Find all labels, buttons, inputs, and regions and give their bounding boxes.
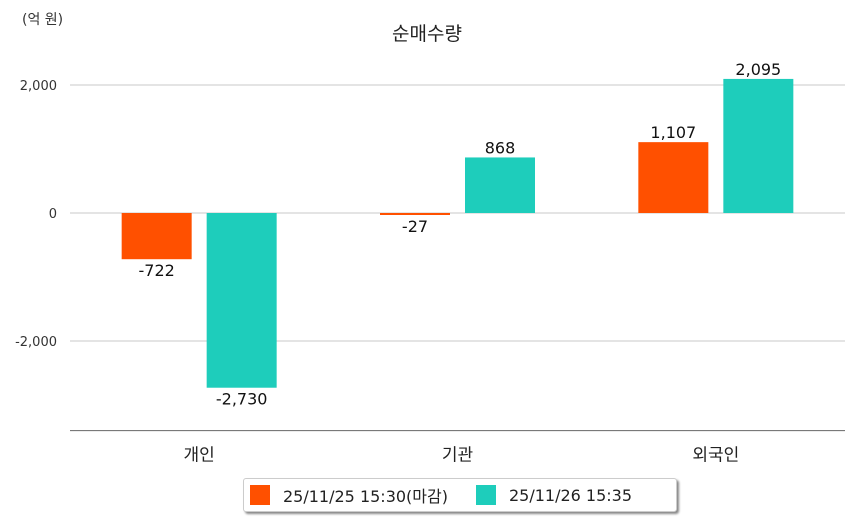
data-label: -27 <box>402 217 428 236</box>
data-label: -2,730 <box>216 390 268 409</box>
chart-title: 순매수량 <box>392 23 462 45</box>
legend-item-1[interactable]: 25/11/26 15:35 <box>475 485 633 505</box>
data-label: -722 <box>139 261 175 280</box>
y-tick-label: 2,000 <box>20 79 57 94</box>
legend-label: 25/11/25 15:30(마감) <box>283 487 448 506</box>
x-tick-label: 외국인 <box>692 446 739 466</box>
legend: 25/11/25 15:30(마감) 25/11/26 15:35 <box>243 478 677 512</box>
unit-label: (억 원) <box>22 12 64 28</box>
x-tick-label: 개인 <box>184 446 215 466</box>
bar[interactable] <box>638 142 709 213</box>
x-tick-label: 기관 <box>442 446 473 466</box>
legend-swatch <box>250 485 270 505</box>
legend-item-0[interactable]: 25/11/25 15:30(마감) <box>250 483 448 507</box>
bar[interactable] <box>121 213 192 260</box>
bar[interactable] <box>380 213 450 215</box>
bar-chart: 2,000 0 -2,000 개인 -722 -2,730 기관 -27 868 외국인 1,107… <box>15 60 845 466</box>
y-tick-label: 0 <box>49 207 57 222</box>
bar[interactable] <box>723 78 794 213</box>
data-label: 868 <box>485 138 516 157</box>
legend-label: 25/11/26 15:35 <box>508 485 633 505</box>
data-label: 1,107 <box>650 123 696 142</box>
data-label: 2,095 <box>735 60 781 79</box>
legend-swatch <box>475 485 496 505</box>
y-tick-label: -2,000 <box>15 335 57 350</box>
bar[interactable] <box>206 213 277 388</box>
bar[interactable] <box>465 157 535 213</box>
